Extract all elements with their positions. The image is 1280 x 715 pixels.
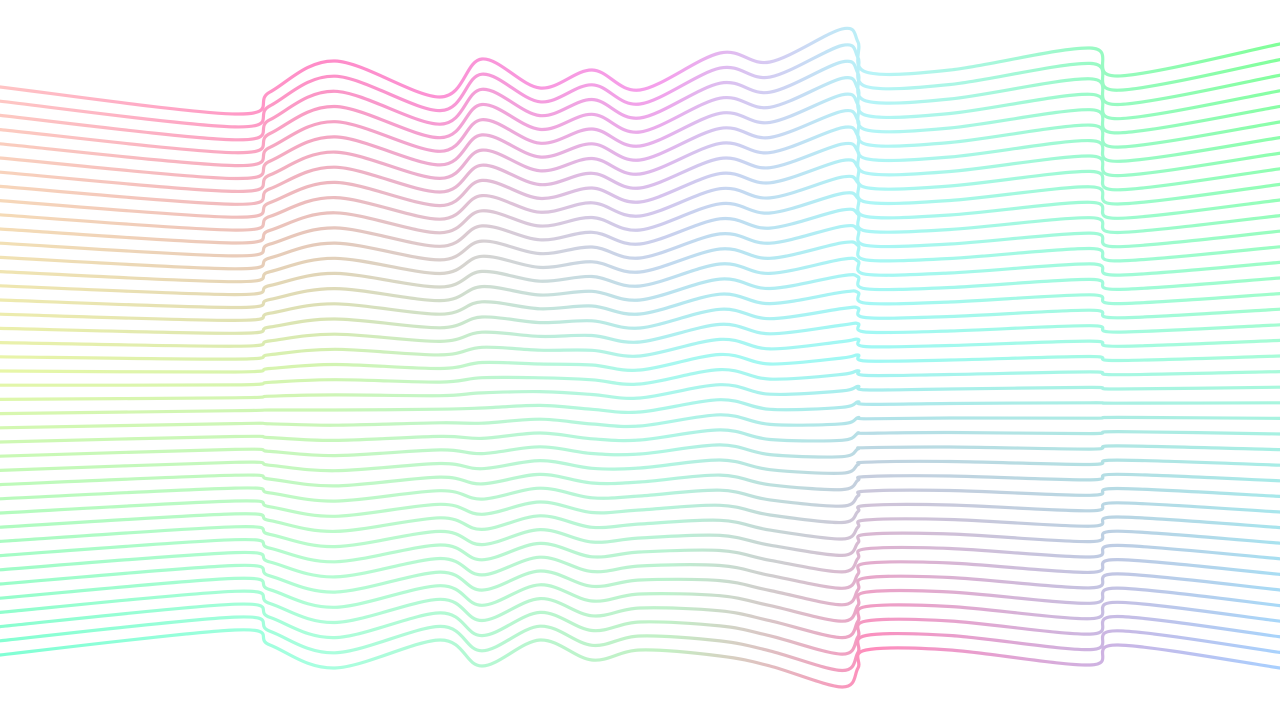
wave-line — [0, 92, 1280, 168]
wave-line — [0, 125, 1280, 194]
wave-line — [0, 321, 1280, 348]
wave-line — [0, 499, 1280, 525]
wave-line — [0, 550, 1280, 590]
wave-line — [0, 337, 1280, 361]
wave-line — [0, 602, 1280, 656]
wave-line — [0, 352, 1280, 374]
wave-line — [0, 443, 1280, 459]
wave-line — [0, 223, 1280, 271]
wave-line — [0, 458, 1280, 475]
wave-line — [0, 525, 1280, 558]
wave-line — [0, 563, 1280, 607]
wave-line — [0, 398, 1280, 416]
wave-line — [0, 59, 1280, 142]
wave-line — [0, 512, 1280, 541]
wave-line — [0, 158, 1280, 219]
wave-line — [0, 207, 1280, 258]
wave-line — [0, 256, 1280, 297]
wave-line — [0, 367, 1280, 387]
wave-line — [0, 76, 1280, 155]
wave-line — [0, 486, 1280, 508]
wave-line — [0, 628, 1280, 689]
wave-line — [0, 273, 1280, 310]
wave-line — [0, 383, 1280, 401]
wave-line — [0, 289, 1280, 323]
wave-line — [0, 589, 1280, 640]
wave-line — [0, 141, 1280, 206]
wave-line — [0, 240, 1280, 284]
wave-line — [0, 537, 1280, 574]
wave-line — [0, 43, 1280, 129]
wave-line — [0, 615, 1280, 673]
wave-lines-group — [0, 26, 1280, 689]
wave-line — [0, 305, 1280, 335]
wave-line — [0, 109, 1280, 181]
wave-line — [0, 576, 1280, 623]
wave-line — [0, 26, 1280, 116]
wave-line — [0, 472, 1280, 492]
wave-line — [0, 413, 1280, 430]
wave-line — [0, 428, 1280, 444]
wave-line — [0, 174, 1280, 232]
wave-line — [0, 191, 1280, 245]
